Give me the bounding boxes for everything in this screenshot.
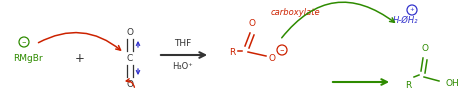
Text: C: C [127,53,133,62]
Text: O: O [127,80,134,89]
Text: THF: THF [174,38,191,48]
Text: R: R [405,81,411,90]
Text: H-ØH₂: H-ØH₂ [393,16,419,25]
Text: O: O [421,43,428,52]
Text: OH: OH [445,79,459,87]
Text: O: O [268,53,275,62]
Text: −: − [280,48,284,52]
Text: +: + [75,51,85,64]
Text: R: R [229,48,235,57]
Text: H₃O⁺: H₃O⁺ [173,61,193,71]
Text: O: O [248,18,255,28]
Text: O: O [127,28,134,37]
Text: +: + [410,7,414,12]
Text: RMgBr: RMgBr [13,53,43,62]
Text: −: − [22,39,27,45]
Text: carboxylate: carboxylate [270,7,320,16]
